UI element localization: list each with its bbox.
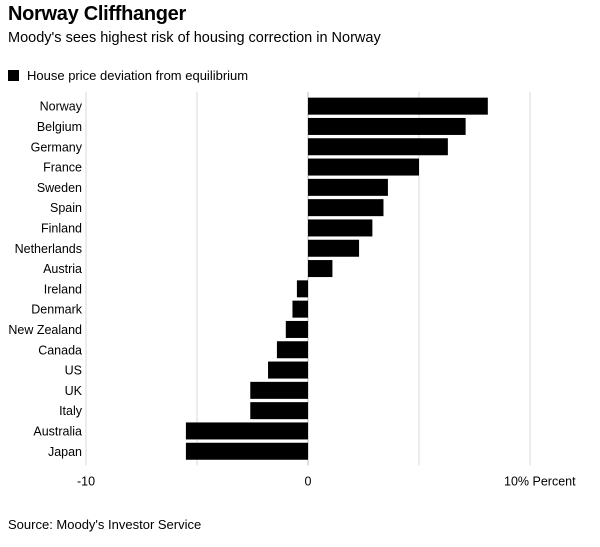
bar-austria — [308, 260, 333, 278]
bar-chart: Norway Belgium Germany France Sweden Spain Fin… — [8, 92, 576, 488]
category-label: Italy — [59, 404, 83, 418]
legend-label: House price deviation from equilibrium — [27, 68, 249, 83]
bar-sweden — [308, 178, 388, 196]
bar-australia — [185, 422, 308, 440]
category-label: Denmark — [31, 303, 82, 317]
category-label: Japan — [48, 445, 82, 459]
category-label: Germany — [31, 140, 83, 154]
bar-japan — [185, 442, 308, 460]
bar-canada — [276, 341, 308, 359]
category-label-layer: Norway Belgium Germany France Sweden Spain Fin… — [8, 100, 82, 459]
category-label: Finland — [41, 221, 82, 235]
bar-new-zealand — [285, 320, 308, 338]
chart-legend: House price deviation from equilibrium — [8, 68, 248, 83]
x-tick-label: 10% Percent — [504, 474, 576, 488]
bar-belgium — [308, 117, 466, 135]
category-label: Australia — [33, 424, 82, 438]
category-label: UK — [65, 384, 83, 398]
category-label: Belgium — [37, 120, 82, 134]
category-label: Netherlands — [15, 242, 82, 256]
bar-finland — [308, 219, 373, 237]
bar-denmark — [292, 300, 308, 318]
category-label: New Zealand — [8, 323, 82, 337]
category-label: Canada — [38, 343, 82, 357]
category-label: Austria — [43, 262, 82, 276]
category-label: France — [43, 161, 82, 175]
legend-swatch — [8, 70, 19, 81]
bar-netherlands — [308, 239, 360, 257]
category-label: Ireland — [44, 282, 82, 296]
chart-title: Norway Cliffhanger — [8, 3, 186, 25]
bar-ireland — [296, 280, 308, 298]
x-tick-label: 0 — [305, 474, 312, 488]
category-label: US — [65, 364, 82, 378]
bar-uk — [250, 381, 308, 399]
bar-layer — [185, 97, 488, 460]
x-tick-label: -10 — [77, 474, 95, 488]
bar-italy — [250, 402, 308, 420]
bar-germany — [308, 138, 448, 156]
category-label: Spain — [50, 201, 82, 215]
bar-norway — [308, 97, 488, 115]
bar-us — [268, 361, 308, 379]
chart-subtitle: Moody's sees highest risk of housing cor… — [8, 30, 381, 46]
category-label: Sweden — [37, 181, 82, 195]
tick-label-layer: -10 0 10% Percent — [77, 474, 576, 488]
category-label: Norway — [40, 100, 83, 114]
source-note: Source: Moody's Investor Service — [8, 517, 202, 532]
bar-france — [308, 158, 419, 176]
bar-spain — [308, 199, 384, 217]
